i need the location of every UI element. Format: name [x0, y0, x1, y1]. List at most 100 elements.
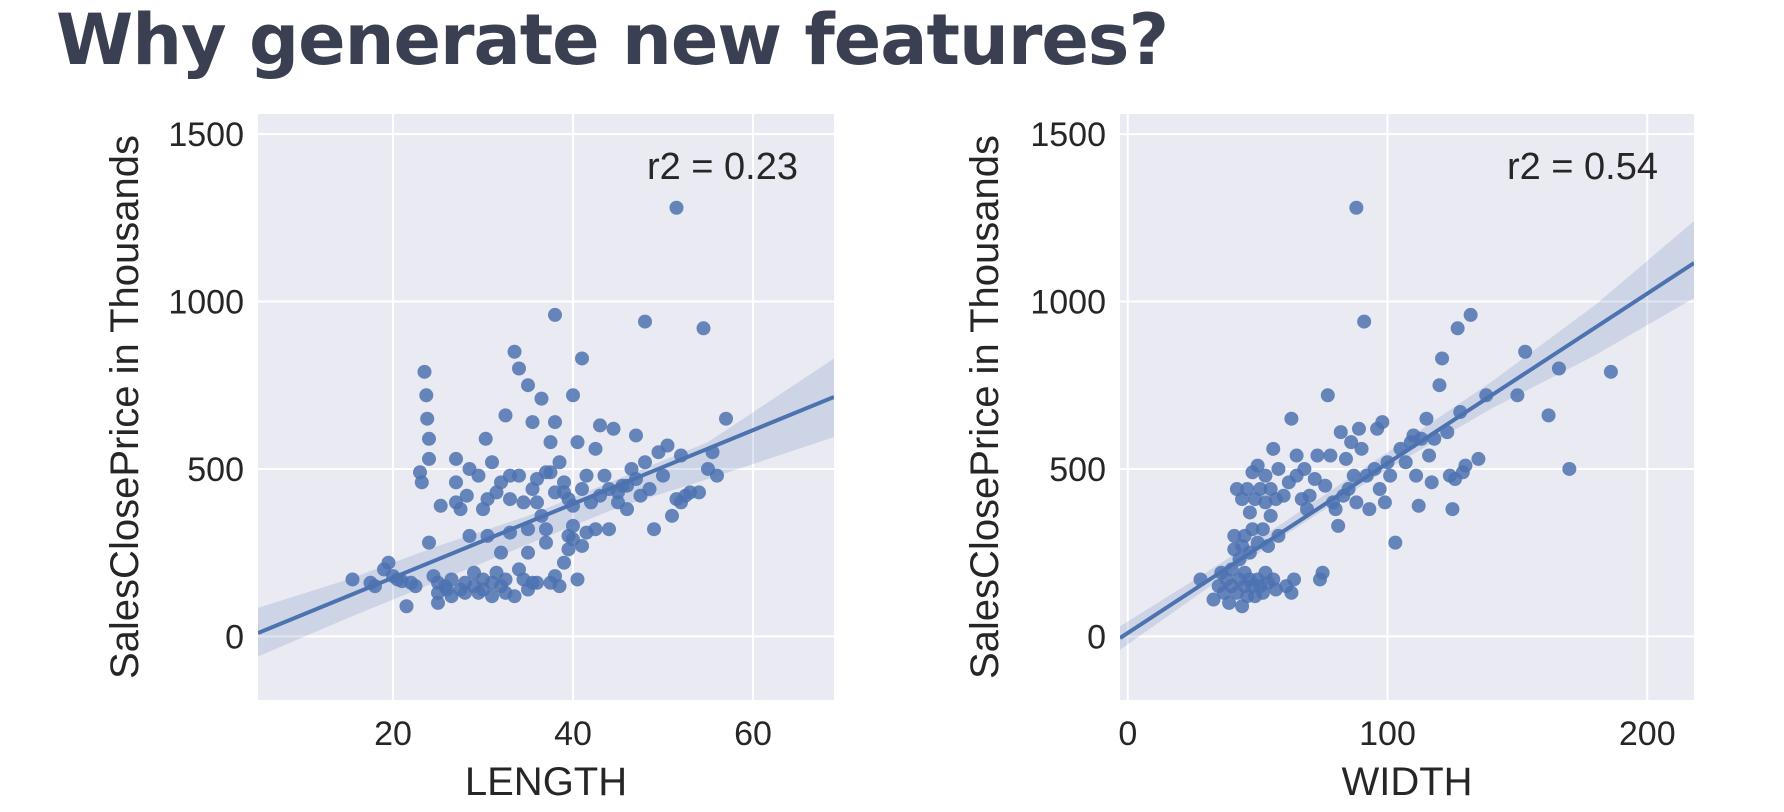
- data-point: [642, 482, 657, 497]
- regression-line: [258, 395, 834, 635]
- data-point: [433, 498, 448, 513]
- y-tick-label: 1000: [168, 284, 244, 322]
- data-point: [1375, 415, 1390, 430]
- data-point: [1307, 471, 1322, 486]
- y-tick-label: 1500: [1030, 116, 1106, 154]
- data-point: [1206, 592, 1221, 607]
- data-point: [485, 455, 499, 470]
- data-point: [1250, 458, 1265, 473]
- y-tick-label: 500: [187, 451, 244, 489]
- data-point: [1310, 448, 1325, 463]
- data-point: [1284, 411, 1299, 426]
- data-point: [414, 475, 429, 490]
- data-point: [534, 391, 549, 406]
- data-point: [1344, 435, 1359, 450]
- data-point: [593, 418, 607, 433]
- data-point: [1255, 522, 1270, 537]
- data-point: [692, 485, 706, 500]
- data-point: [552, 455, 567, 470]
- x-axis-label: WIDTH: [1341, 760, 1472, 804]
- data-point: [420, 411, 435, 426]
- data-point: [1328, 502, 1343, 517]
- data-point: [1302, 488, 1317, 503]
- r2-annotation: r2 = 0.23: [647, 146, 798, 188]
- data-point: [1287, 572, 1302, 587]
- data-point: [1242, 505, 1257, 520]
- data-point: [1471, 451, 1486, 466]
- data-point: [1463, 307, 1478, 322]
- slide-title: Why generate new features?: [56, 0, 1169, 81]
- data-point: [498, 572, 513, 587]
- data-point: [1315, 565, 1330, 580]
- y-tick-label: 0: [1087, 618, 1106, 656]
- y-tick-label: 500: [1049, 451, 1106, 489]
- data-point: [512, 361, 526, 376]
- data-point: [453, 502, 468, 517]
- y-tick-label: 1000: [1030, 284, 1106, 322]
- data-point: [647, 522, 661, 537]
- data-point: [1445, 502, 1460, 517]
- data-point: [1323, 448, 1338, 463]
- data-point: [1419, 411, 1434, 426]
- data-point: [422, 451, 436, 466]
- data-point: [1435, 351, 1450, 366]
- length-chart: 20 40 60 0 500 1000 1500 r2 = 0.23 LENGTH SalesCl…: [103, 114, 834, 804]
- data-point: [525, 415, 540, 430]
- data-point: [1351, 421, 1366, 436]
- data-point: [478, 431, 493, 446]
- data-point: [1263, 508, 1278, 523]
- plot-content: [258, 200, 834, 657]
- x-tick-label: 40: [554, 715, 592, 753]
- data-point: [422, 535, 436, 550]
- data-point: [539, 522, 553, 537]
- plot-background: [1120, 114, 1694, 700]
- regression-line: [1120, 261, 1694, 640]
- data-point: [1318, 478, 1333, 493]
- data-point: [1266, 441, 1281, 456]
- data-point: [494, 545, 508, 560]
- data-point: [516, 495, 531, 510]
- data-point: [1411, 498, 1426, 513]
- data-point: [579, 468, 594, 483]
- data-point: [431, 595, 445, 610]
- data-point: [1271, 461, 1286, 476]
- data-point: [1541, 408, 1556, 423]
- data-point: [1409, 468, 1424, 483]
- data-point: [638, 314, 652, 329]
- data-point: [656, 468, 670, 483]
- data-point: [575, 351, 589, 366]
- data-point: [570, 572, 585, 587]
- data-point: [566, 518, 580, 533]
- data-point: [575, 482, 589, 497]
- data-point: [1346, 468, 1361, 483]
- y-axis-label: SalesClosePrice in Thousands: [103, 135, 147, 679]
- data-point: [548, 307, 562, 322]
- data-point: [669, 200, 684, 215]
- data-point: [1603, 364, 1618, 379]
- data-point: [1510, 388, 1525, 403]
- data-point: [1377, 495, 1392, 510]
- data-point: [1424, 475, 1439, 490]
- data-point: [444, 572, 459, 587]
- y-axis-label: SalesClosePrice in Thousands: [963, 135, 1007, 679]
- data-point: [719, 411, 733, 426]
- data-point: [575, 538, 589, 553]
- data-point: [1276, 488, 1291, 503]
- x-axis-label: LENGTH: [465, 760, 627, 804]
- plot-content: [1120, 200, 1694, 650]
- data-point: [1388, 535, 1403, 550]
- data-point: [660, 438, 675, 453]
- data-point: [1422, 448, 1437, 463]
- data-point: [1349, 495, 1364, 510]
- data-point: [557, 475, 571, 490]
- x-tick-label: 200: [1619, 715, 1676, 753]
- data-point: [408, 579, 423, 594]
- data-point: [459, 488, 474, 503]
- x-tick-label: 20: [374, 715, 412, 753]
- data-point: [638, 455, 652, 470]
- data-point: [1222, 595, 1237, 610]
- r2-annotation: r2 = 0.54: [1507, 146, 1658, 188]
- data-point: [399, 599, 414, 614]
- data-point: [485, 589, 499, 604]
